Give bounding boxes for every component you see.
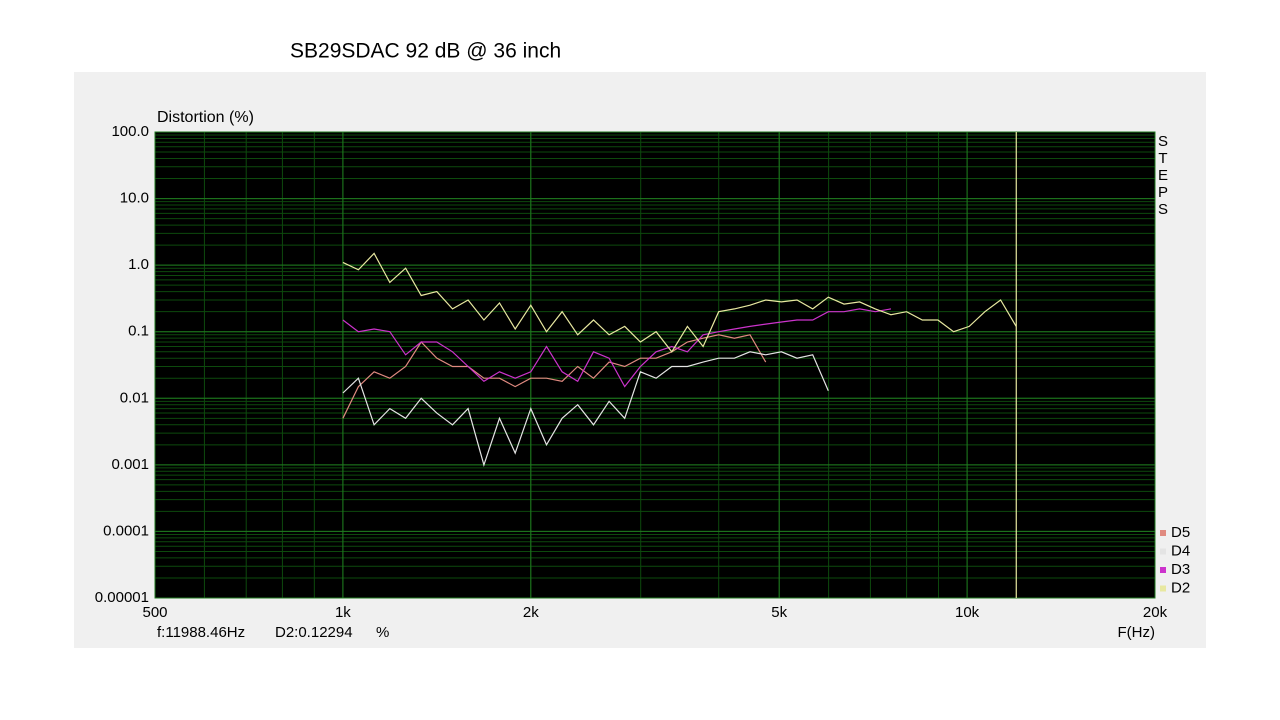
- grid: [154, 131, 1156, 599]
- x-tick-label: 10k: [955, 604, 980, 621]
- y-tick-label: 0.001: [111, 456, 149, 473]
- legend-swatch: [1160, 530, 1166, 536]
- x-tick-label: 5k: [771, 604, 787, 621]
- legend-label: D3: [1171, 561, 1190, 578]
- y-tick-label: 100.0: [111, 123, 149, 140]
- y-tick-label: 0.1: [128, 323, 149, 340]
- x-axis-label: F(Hz): [1118, 624, 1156, 641]
- legend-label: D5: [1171, 524, 1190, 541]
- cursor-readout: D2:0.12294: [275, 624, 353, 641]
- y-tick-label: 10.0: [120, 190, 149, 207]
- x-tick-label: 2k: [523, 604, 539, 621]
- legend-swatch: [1160, 567, 1166, 573]
- legend-swatch: [1160, 548, 1166, 555]
- y-tick-label: 0.00001: [95, 589, 149, 606]
- side-label: STEPS: [1157, 133, 1168, 218]
- y-tick-label: 0.01: [120, 389, 149, 406]
- x-tick-label: 500: [142, 604, 167, 621]
- cursor-freq: f:11988.46Hz: [157, 624, 245, 641]
- cursor-unit: %: [376, 624, 389, 641]
- series-line: [342, 252, 1017, 353]
- chart-title: SB29SDAC 92 dB @ 36 inch: [290, 40, 561, 63]
- series-line: [342, 308, 892, 388]
- series-line: [342, 351, 829, 467]
- y-axis-label: Distortion (%): [157, 109, 254, 126]
- plot-area: [155, 132, 1155, 598]
- legend-swatch: [1160, 585, 1166, 592]
- legend-label: D4: [1171, 542, 1190, 559]
- plot-border: [154, 131, 1156, 599]
- series-line: [342, 334, 767, 419]
- x-tick-label: 20k: [1143, 604, 1168, 621]
- x-tick-label: 1k: [335, 604, 351, 621]
- legend-label: D2: [1171, 579, 1190, 596]
- y-tick-label: 1.0: [128, 256, 149, 273]
- y-tick-label: 0.0001: [103, 522, 149, 539]
